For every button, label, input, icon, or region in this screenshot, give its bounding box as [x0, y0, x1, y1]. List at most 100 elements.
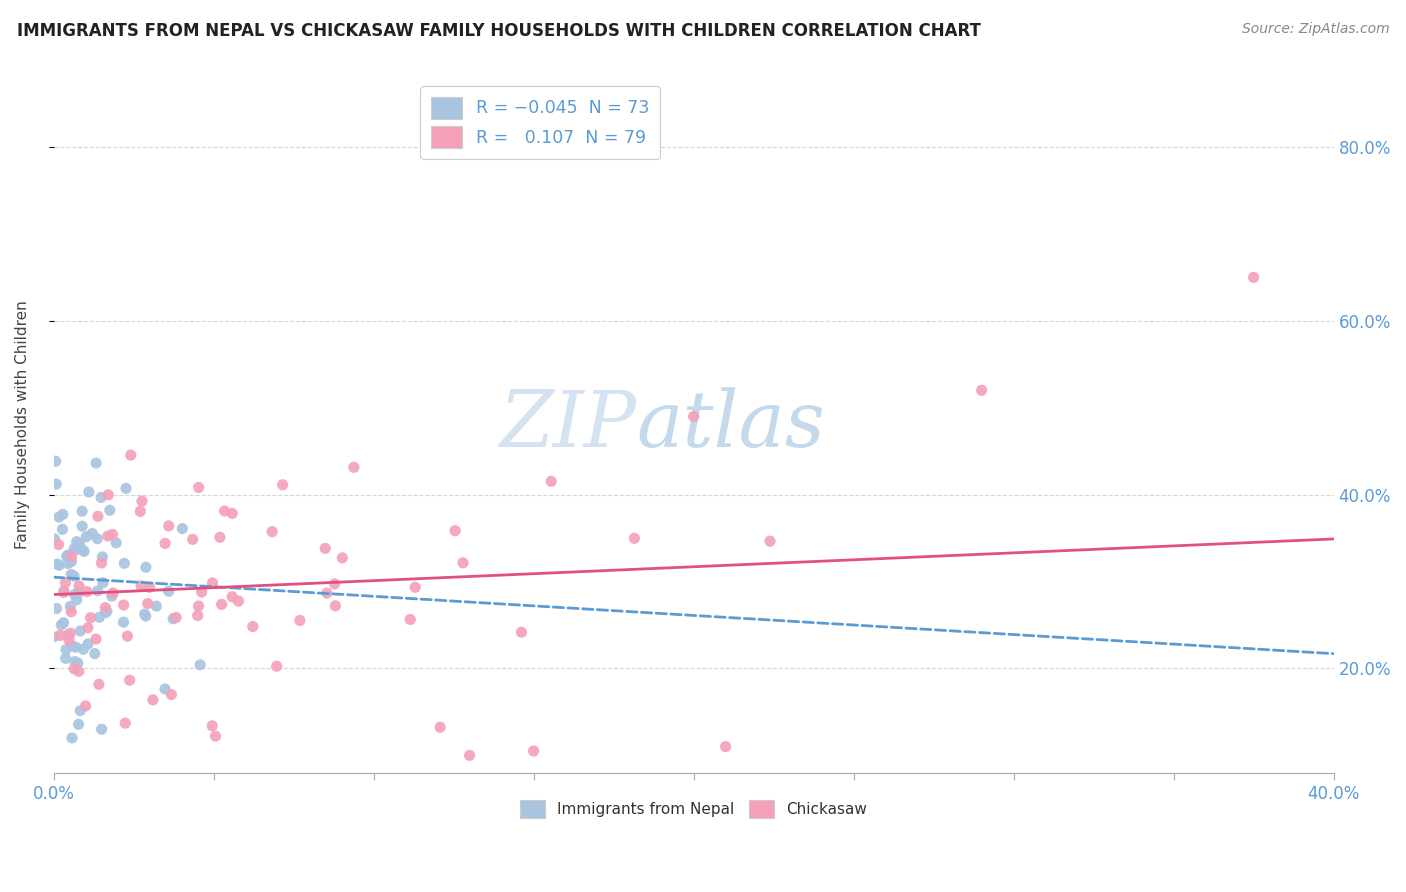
Point	[129, 579, 152, 593]
Point	[63, 587, 86, 601]
Point	[190, 585, 212, 599]
Point	[623, 531, 645, 545]
Point	[187, 599, 209, 613]
Point	[759, 534, 782, 549]
Text: ZIP: ZIP	[499, 387, 636, 463]
Point	[242, 619, 264, 633]
Point	[266, 659, 288, 673]
Point	[56, 548, 79, 562]
Point	[172, 522, 194, 536]
Point	[142, 693, 165, 707]
Point	[90, 723, 112, 737]
Point	[91, 549, 114, 564]
Point	[70, 504, 93, 518]
Point	[52, 585, 75, 599]
Point	[117, 629, 139, 643]
Point	[63, 541, 86, 556]
Point	[181, 533, 204, 547]
Point	[187, 608, 209, 623]
Point	[145, 599, 167, 614]
Point	[160, 688, 183, 702]
Point	[325, 599, 347, 613]
Point	[135, 560, 157, 574]
Point	[90, 491, 112, 505]
Point	[138, 580, 160, 594]
Point	[67, 586, 90, 600]
Point	[523, 744, 546, 758]
Point	[67, 665, 90, 679]
Point	[75, 698, 97, 713]
Point	[404, 580, 426, 594]
Point	[228, 594, 250, 608]
Point	[101, 586, 124, 600]
Point	[60, 639, 83, 653]
Point	[399, 612, 422, 626]
Point	[90, 556, 112, 570]
Point	[55, 642, 77, 657]
Point	[79, 611, 101, 625]
Point	[76, 584, 98, 599]
Point	[59, 626, 82, 640]
Point	[96, 604, 118, 618]
Point	[214, 504, 236, 518]
Point	[204, 729, 226, 743]
Point	[48, 538, 70, 552]
Point	[187, 481, 209, 495]
Point	[65, 640, 87, 655]
Point	[458, 748, 481, 763]
Point	[315, 586, 337, 600]
Point	[69, 537, 91, 551]
Point	[89, 610, 111, 624]
Text: IMMIGRANTS FROM NEPAL VS CHICKASAW FAMILY HOUSEHOLDS WITH CHILDREN CORRELATION C: IMMIGRANTS FROM NEPAL VS CHICKASAW FAMIL…	[17, 22, 981, 40]
Point	[66, 534, 89, 549]
Point	[60, 605, 83, 619]
Point	[56, 628, 79, 642]
Y-axis label: Family Households with Children: Family Households with Children	[15, 301, 30, 549]
Point	[56, 557, 79, 571]
Point	[52, 583, 75, 598]
Point	[87, 677, 110, 691]
Point	[157, 519, 180, 533]
Point	[157, 584, 180, 599]
Point	[77, 637, 100, 651]
Point	[115, 482, 138, 496]
Point	[60, 554, 83, 568]
Point	[97, 529, 120, 543]
Point	[165, 610, 187, 624]
Point	[87, 509, 110, 524]
Point	[201, 576, 224, 591]
Point	[136, 597, 159, 611]
Point	[682, 409, 704, 424]
Point	[70, 519, 93, 533]
Point	[101, 527, 124, 541]
Point	[45, 601, 67, 615]
Point	[48, 510, 70, 524]
Point	[51, 618, 73, 632]
Point	[714, 739, 737, 754]
Point	[429, 720, 451, 734]
Point	[45, 477, 67, 491]
Point	[58, 632, 80, 647]
Point	[288, 614, 311, 628]
Point	[52, 508, 75, 522]
Point	[67, 579, 90, 593]
Point	[153, 536, 176, 550]
Point	[66, 592, 89, 607]
Point	[73, 544, 96, 558]
Point	[451, 556, 474, 570]
Point	[153, 681, 176, 696]
Point	[97, 488, 120, 502]
Point	[262, 524, 284, 539]
Point	[86, 532, 108, 546]
Point	[271, 478, 294, 492]
Point	[94, 600, 117, 615]
Point	[49, 628, 72, 642]
Point	[970, 384, 993, 398]
Point	[120, 448, 142, 462]
Point	[201, 719, 224, 733]
Point	[112, 615, 135, 629]
Point	[51, 522, 73, 536]
Point	[60, 549, 83, 564]
Point	[55, 575, 77, 590]
Point	[131, 494, 153, 508]
